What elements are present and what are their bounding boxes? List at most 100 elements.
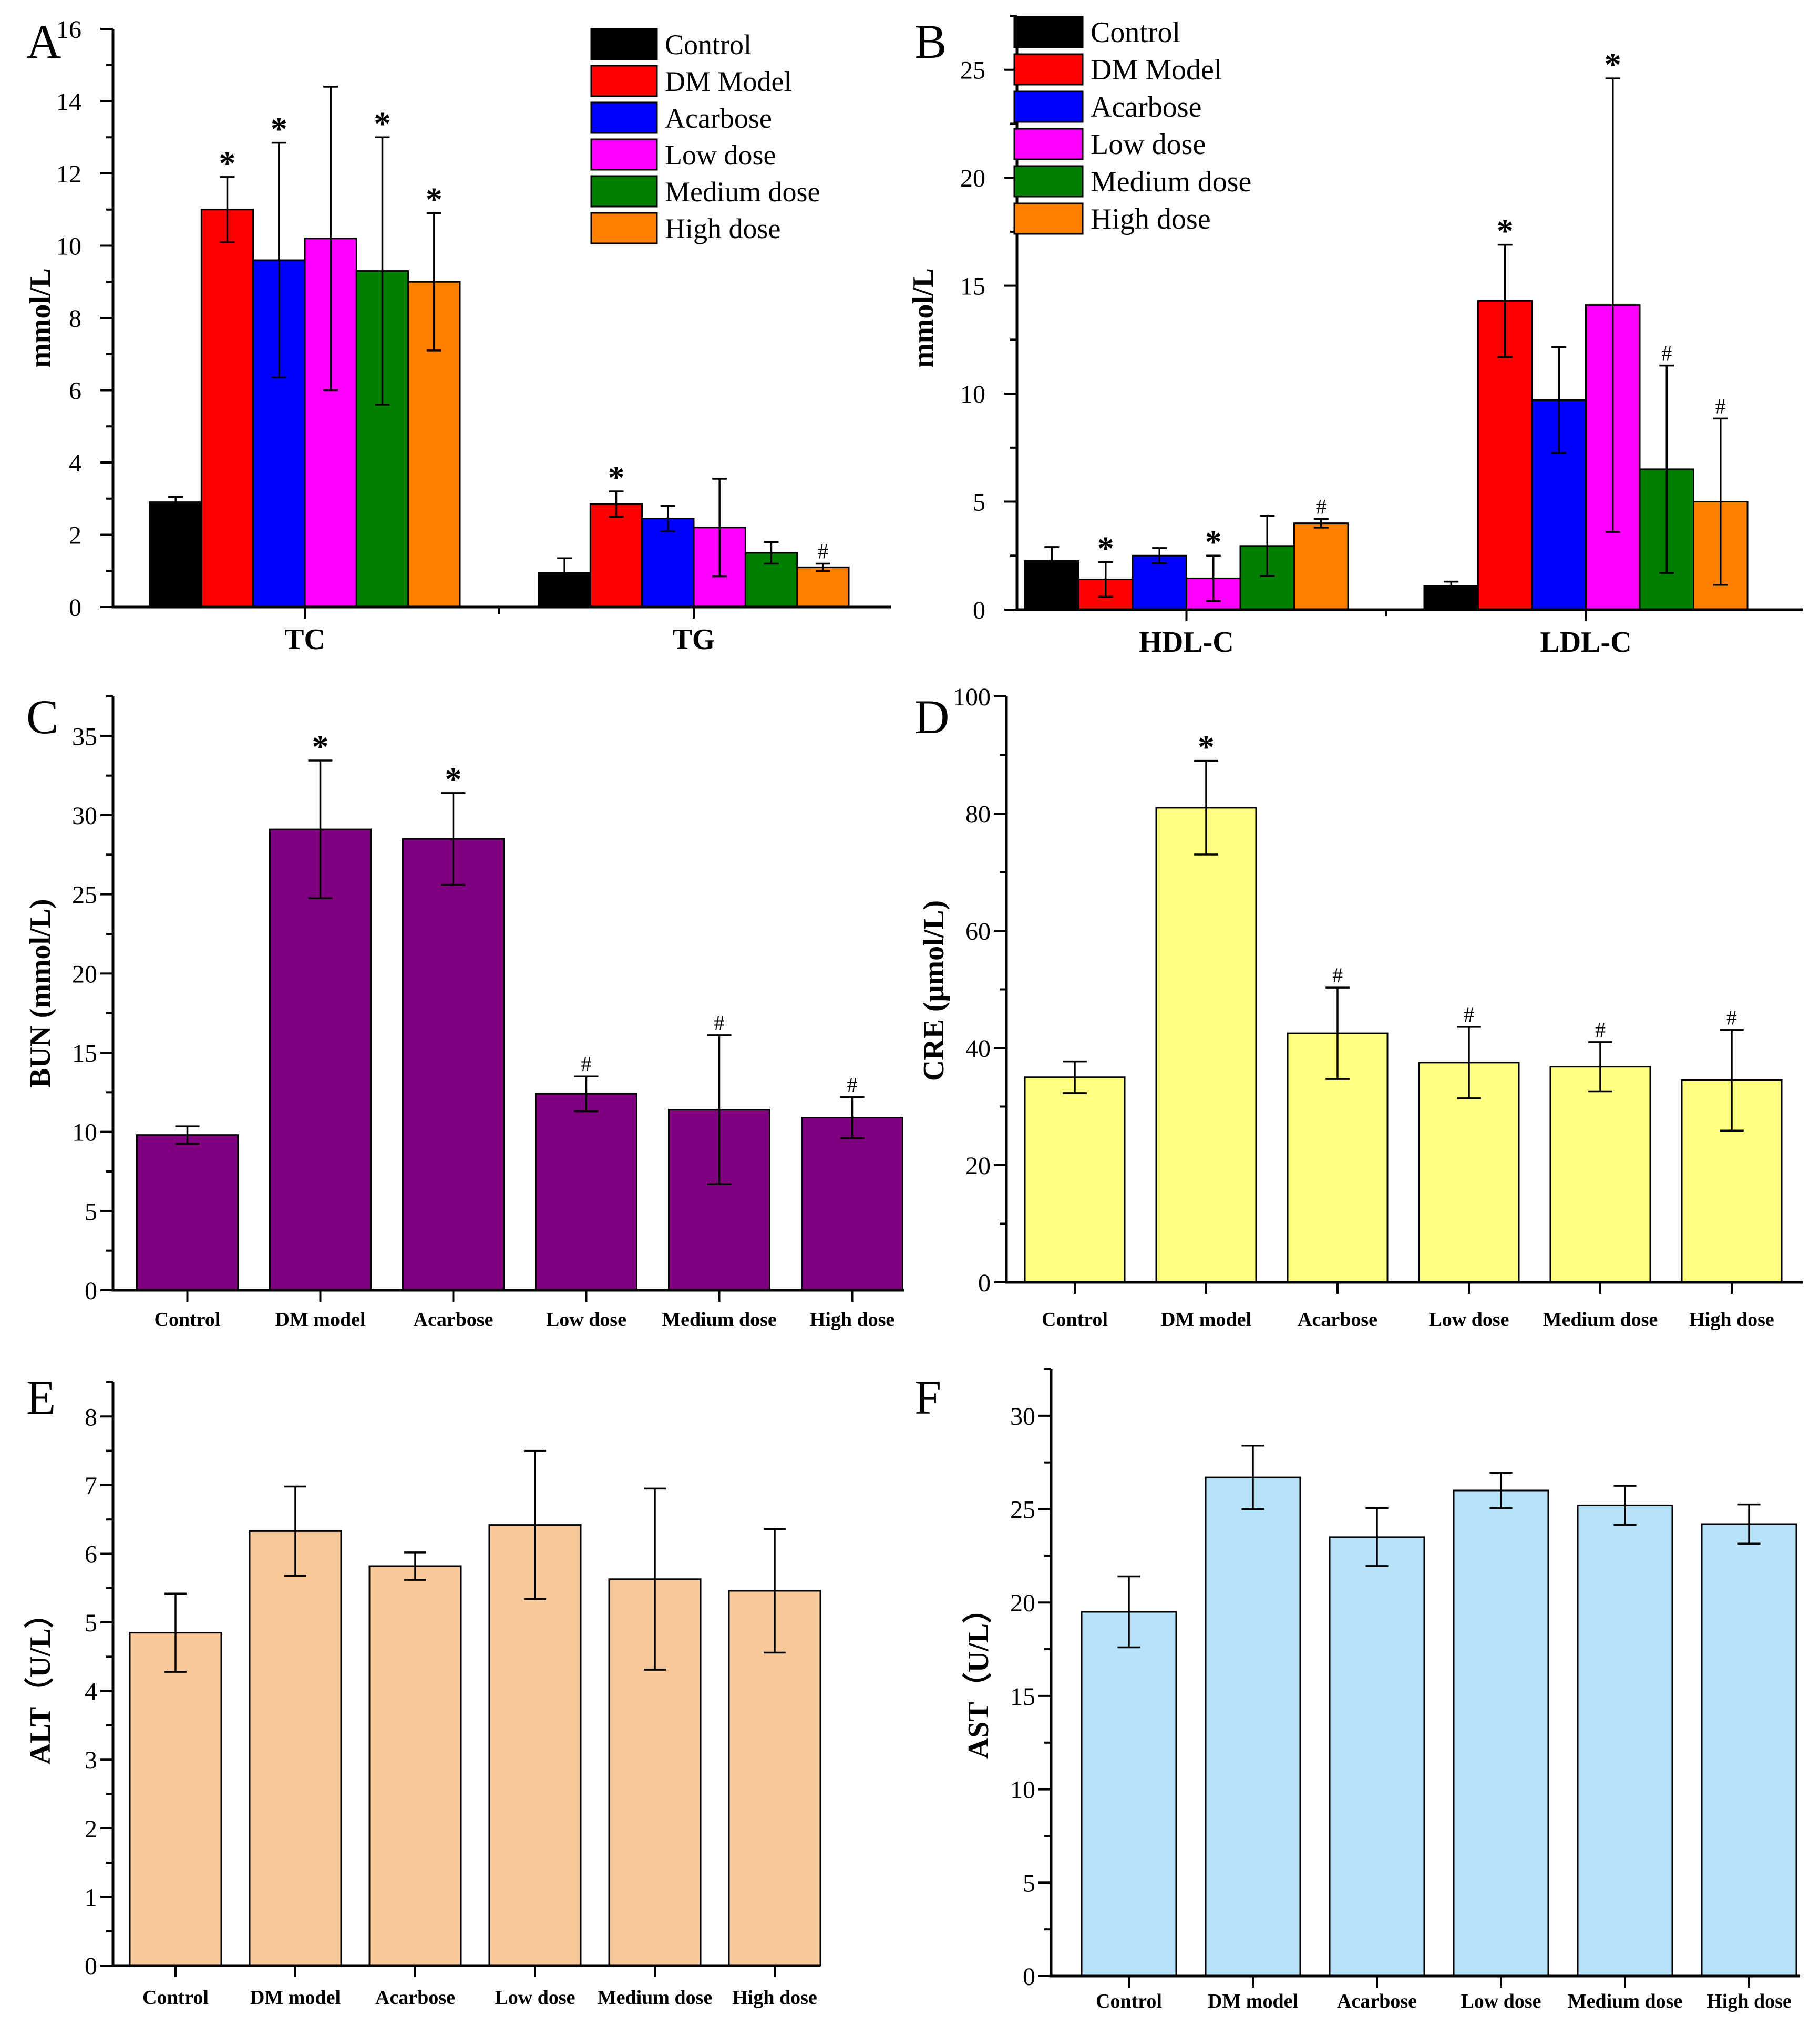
panel-b: B * * * * # # #0 5 10 15 20 25 mmol/L HDL-C LDL-C Contro… bbox=[907, 15, 1803, 659]
panel-a-legend-low-dose-swatch bbox=[590, 138, 658, 171]
panel-a-bar-dm-model-tg-error bbox=[609, 490, 624, 518]
panel-c-ytick-label: 20 bbox=[72, 960, 97, 988]
panel-c-bar-high-dose bbox=[801, 1117, 903, 1291]
panel-a-legend-control-label: Control bbox=[665, 29, 752, 60]
panel-a-bar-control-tc-error bbox=[168, 496, 183, 509]
panel-b-bar-medium-dose-ldl-c-error bbox=[1659, 364, 1674, 574]
panel-a-legend-medium-dose-swatch bbox=[590, 175, 658, 208]
panel-f-bar-low-dose bbox=[1453, 1489, 1549, 1977]
panel-a-ytick-label: 8 bbox=[69, 305, 81, 333]
panel-a-ytick-label: 2 bbox=[69, 522, 81, 550]
panel-e-category-label: Low dose bbox=[495, 1987, 575, 2009]
panel-a-bar-acarbose-tc-error bbox=[271, 141, 286, 379]
panel-b-bar-dm-model-ldl-c-mark: * bbox=[1497, 212, 1514, 250]
panel-c-category-label: High dose bbox=[810, 1309, 895, 1331]
panel-e-bar-low-dose-error bbox=[524, 1449, 546, 1600]
panel-c-bar-control-error bbox=[175, 1125, 200, 1145]
panel-f-bar-control bbox=[1081, 1611, 1177, 1977]
panel-f-bar-high-dose-error bbox=[1737, 1503, 1761, 1545]
panel-f-category-label: Medium dose bbox=[1568, 1990, 1683, 2012]
panel-a-legend-medium-dose-label: Medium dose bbox=[665, 176, 820, 208]
panel-a-bar-dm-model-tg bbox=[589, 503, 643, 608]
panel-f-category-label: Acarbose bbox=[1337, 1990, 1417, 2012]
panel-d-category-label: High dose bbox=[1689, 1309, 1774, 1331]
panel-b-legend: Control DM Model Acarbose Low dose Medium do… bbox=[1013, 16, 1251, 235]
panel-c-ytick-label: 25 bbox=[72, 881, 97, 909]
panel-a-ylabel: mmol/L bbox=[24, 268, 57, 368]
panel-b-bar-low-dose-hdl-c-error bbox=[1206, 554, 1221, 602]
panel-e-ytick-label: 2 bbox=[85, 1815, 97, 1843]
panel-b-legend-high-dose-label: High dose bbox=[1091, 203, 1211, 235]
panel-b-bar-control-ldl-c-error bbox=[1444, 580, 1459, 591]
panel-a-category-label: TC bbox=[284, 623, 325, 656]
panel-b-legend-control-label: Control bbox=[1091, 16, 1180, 49]
panel-c-ytick-label: 5 bbox=[85, 1198, 97, 1226]
panel-b-bar-control-hdl-c-error bbox=[1044, 546, 1060, 576]
panel-e-category-label: Medium dose bbox=[598, 1987, 713, 2009]
panel-e-ytick-label: 8 bbox=[85, 1403, 97, 1431]
panel-b-bar-high-dose-hdl-c bbox=[1293, 522, 1349, 611]
panel-e-bar-dm-model-error bbox=[284, 1485, 306, 1577]
panel-d-bar-acarbose-error bbox=[1325, 986, 1350, 1080]
panel-a-legend-dm-model-label: DM Model bbox=[665, 66, 792, 97]
panel-e-bar-control-error bbox=[164, 1592, 187, 1673]
panel-f-bar-medium-dose bbox=[1577, 1504, 1673, 1977]
panel-d-bar-medium-dose bbox=[1549, 1066, 1651, 1283]
panel-a-bar-medium-dose-tc-error bbox=[375, 136, 390, 406]
panel-b-legend-dm-model-label: DM Model bbox=[1091, 54, 1222, 86]
panel-d-category-label: Medium dose bbox=[1543, 1309, 1658, 1331]
panel-b-bar-medium-dose-hdl-c-error bbox=[1260, 515, 1275, 578]
panel-b-bar-medium-dose-ldl-c-mark: # bbox=[1661, 342, 1672, 365]
panel-c-bar-high-dose-error bbox=[840, 1096, 865, 1139]
panel-e-bar-control bbox=[129, 1632, 222, 1967]
panel-a-bar-high-dose-tg-error bbox=[815, 562, 830, 572]
panel-c-bar-dm-model-error bbox=[308, 759, 333, 899]
panel-f-bar-medium-dose-error bbox=[1613, 1485, 1637, 1526]
panel-c-bar-control bbox=[136, 1134, 239, 1291]
panel-b-legend-medium-dose-label: Medium dose bbox=[1091, 166, 1251, 198]
panel-c-bar-high-dose-mark: # bbox=[847, 1073, 858, 1096]
panel-c-ytick-label: 35 bbox=[72, 723, 97, 750]
panel-b-bar-dm-model-ldl-c-error bbox=[1497, 243, 1513, 358]
panel-b-legend-acarbose-label: Acarbose bbox=[1091, 91, 1201, 124]
panel-d-bar-low-dose-mark: # bbox=[1464, 1003, 1474, 1026]
panel-f-ytick-label: 5 bbox=[1023, 1869, 1035, 1897]
panel-b-bar-acarbose-hdl-c-error bbox=[1152, 547, 1167, 564]
panel-e-category-label: Acarbose bbox=[375, 1987, 455, 2009]
panel-c-category-label: Low dose bbox=[546, 1309, 626, 1331]
panel-c-bar-low-dose-error bbox=[574, 1075, 599, 1113]
panel-f-bar-acarbose-error bbox=[1365, 1507, 1389, 1567]
panel-a-bar-low-dose-tg-error bbox=[712, 478, 727, 578]
panel-e-ytick-label: 4 bbox=[85, 1678, 97, 1706]
panel-f-ytick-label: 20 bbox=[1010, 1589, 1035, 1617]
panel-f-category-label: Control bbox=[1096, 1990, 1162, 2012]
panel-a-bar-acarbose-tg-error bbox=[660, 505, 675, 532]
panel-f-bar-dm-model-error bbox=[1241, 1444, 1264, 1510]
panel-a-bar-high-dose-tc-mark: * bbox=[426, 181, 443, 218]
panel-b-bar-low-dose-ldl-c-mark: * bbox=[1605, 46, 1621, 83]
panel-d-bar-high-dose-mark: # bbox=[1726, 1005, 1737, 1029]
panel-d-ytick-label: 20 bbox=[965, 1152, 991, 1180]
panel-a-ytick-label: 14 bbox=[56, 88, 81, 116]
panel-c-bar-acarbose bbox=[402, 838, 505, 1291]
panel-b-bar-high-dose-hdl-c-mark: # bbox=[1316, 495, 1327, 518]
panel-c-category-label: DM model bbox=[275, 1309, 365, 1331]
panel-b-category-label: HDL-C bbox=[1139, 626, 1233, 659]
panel-c-letter: C bbox=[26, 690, 58, 744]
panel-b-ytick-label: 25 bbox=[960, 57, 985, 85]
panel-b-ylabel: mmol/L bbox=[907, 268, 940, 368]
panel-a-legend: Control DM Model Acarbose Low dose Medium do… bbox=[590, 28, 820, 244]
panel-a-bar-high-dose-tg-mark: # bbox=[818, 540, 828, 563]
panel-b-bar-acarbose-hdl-c bbox=[1132, 554, 1187, 611]
panel-a-bar-dm-model-tc-error bbox=[220, 176, 235, 243]
panel-d-ytick-label: 0 bbox=[978, 1269, 991, 1297]
panel-c-category-label: Control bbox=[155, 1309, 221, 1331]
panel-d-ytick-label: 60 bbox=[965, 918, 991, 945]
panel-a-ytick-label: 6 bbox=[69, 377, 81, 405]
panel-e-ytick-label: 7 bbox=[85, 1472, 97, 1500]
panel-f-ytick-label: 25 bbox=[1010, 1496, 1035, 1524]
panel-d-bar-high-dose-error bbox=[1720, 1029, 1744, 1132]
panel-f-category-label: High dose bbox=[1706, 1990, 1792, 2012]
panel-b-ytick-label: 20 bbox=[960, 164, 985, 192]
panel-a-category-label: TG bbox=[673, 623, 715, 656]
